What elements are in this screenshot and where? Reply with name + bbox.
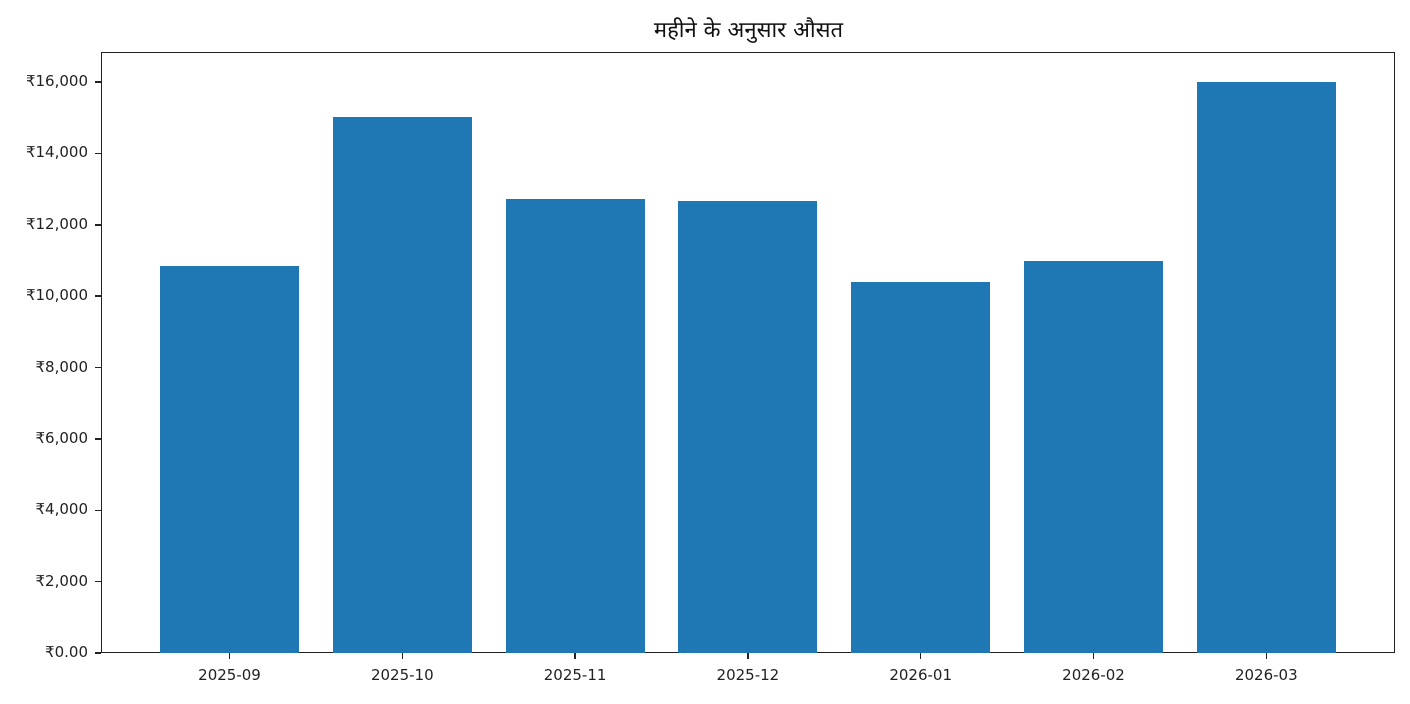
x-tick-label: 2025-12 [716, 666, 780, 684]
y-tick-label: ₹4,000 [35, 500, 89, 519]
bar-2025-12 [678, 200, 818, 653]
x-tick-label: 2026-03 [1234, 666, 1298, 684]
bar-2025-11 [505, 199, 645, 653]
bar-2026-01 [851, 281, 991, 653]
x-tick-mark [1265, 653, 1268, 659]
x-tick-label: 2025-11 [543, 666, 607, 684]
y-tick-mark [95, 580, 101, 583]
x-tick-label: 2025-09 [198, 666, 261, 684]
y-tick-label: ₹8,000 [35, 357, 89, 376]
x-tick-label: 2026-02 [1062, 666, 1125, 684]
x-tick-mark [574, 653, 576, 659]
x-tick-mark [747, 653, 749, 659]
y-tick-label: ₹2,000 [35, 571, 89, 590]
y-tick-mark [95, 509, 101, 511]
chart-title: महीने के अनुसार औसत [653, 18, 844, 43]
bar-2025-09 [160, 265, 299, 653]
x-tick-label: 2025-10 [370, 666, 434, 684]
y-tick-label: ₹14,000 [25, 143, 88, 162]
y-tick-label: ₹10,000 [25, 286, 88, 305]
x-tick-mark [1092, 653, 1095, 659]
x-tick-mark [919, 653, 922, 659]
bar-2026-03 [1196, 82, 1336, 653]
y-tick-label: ₹6,000 [35, 428, 89, 447]
y-tick-mark [95, 652, 101, 654]
y-tick-label: ₹16,000 [25, 72, 88, 90]
x-tick-mark [228, 653, 231, 659]
y-tick-mark [95, 295, 101, 297]
bar-2025-10 [332, 116, 472, 653]
y-tick-mark [95, 438, 101, 440]
y-tick-mark [95, 152, 101, 155]
bar-2026-02 [1024, 261, 1163, 653]
y-tick-label: ₹0.00 [45, 643, 88, 661]
y-tick-mark [95, 224, 101, 226]
y-tick-label: ₹12,000 [25, 214, 88, 233]
y-tick-mark [95, 81, 101, 83]
y-tick-mark [95, 366, 101, 369]
x-tick-mark [401, 653, 404, 659]
x-tick-label: 2026-01 [889, 666, 953, 684]
